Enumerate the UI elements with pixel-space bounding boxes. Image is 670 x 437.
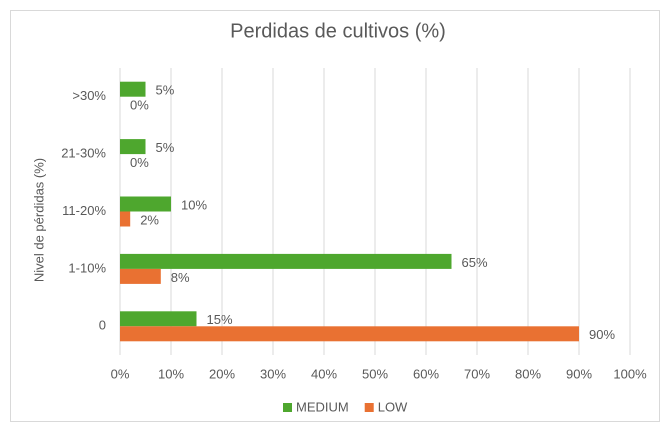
data-label: 90%: [589, 327, 615, 342]
x-tick-label: 20%: [209, 366, 235, 381]
data-label: 10%: [181, 197, 207, 212]
legend-label: MEDIUM: [296, 399, 349, 414]
x-tick-label: 50%: [362, 366, 388, 381]
x-tick-label: 0%: [111, 366, 130, 381]
data-label: 0%: [130, 155, 149, 170]
legend-swatch: [283, 403, 292, 412]
data-label: 5%: [156, 83, 175, 98]
data-label: 2%: [140, 212, 159, 227]
y-tick-label: 21-30%: [61, 146, 106, 161]
data-label: 15%: [207, 312, 233, 327]
bar: [120, 81, 146, 97]
bar: [120, 326, 579, 342]
bar: [120, 139, 146, 155]
bar: [120, 311, 197, 327]
bar: [120, 211, 131, 227]
y-tick-label: 11-20%: [62, 203, 106, 218]
x-tick-label: 60%: [413, 366, 439, 381]
chart-title: Perdidas de cultivos (%): [230, 20, 446, 42]
data-label: 8%: [171, 270, 190, 285]
chart-border: [10, 10, 660, 422]
y-tick-label: 1-10%: [68, 260, 106, 275]
bar: [120, 268, 161, 284]
data-label: 65%: [462, 255, 488, 270]
x-tick-label: 70%: [464, 366, 490, 381]
y-axis-label: Nivel de pérdidas (%): [31, 158, 46, 282]
bar: [120, 253, 452, 269]
x-tick-label: 80%: [515, 366, 541, 381]
x-tick-label: 90%: [566, 366, 592, 381]
y-tick-label: >30%: [72, 88, 106, 103]
data-label: 0%: [130, 98, 149, 113]
legend-label: LOW: [378, 399, 408, 414]
legend-swatch: [364, 403, 374, 412]
data-label: 5%: [156, 140, 175, 155]
x-tick-label: 30%: [260, 366, 286, 381]
x-tick-label: 10%: [158, 366, 184, 381]
bar: [120, 196, 171, 212]
y-tick-label: 0: [99, 318, 106, 333]
x-tick-label: 100%: [613, 366, 647, 381]
x-tick-label: 40%: [311, 366, 337, 381]
